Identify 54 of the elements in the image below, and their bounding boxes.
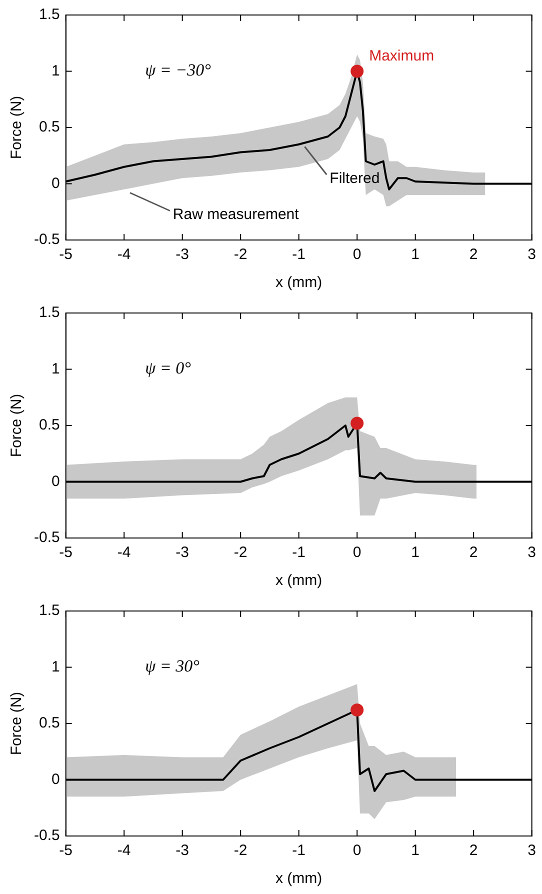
x-tick-label: -2 (234, 544, 248, 562)
annotation: Raw measurement (172, 206, 300, 223)
y-tick-label: 0.5 (38, 416, 60, 434)
y-tick-label: 0 (52, 174, 60, 192)
annotation: ψ = 30° (145, 656, 200, 676)
x-axis-title: x (mm) (276, 274, 322, 292)
x-tick-label: -5 (59, 544, 73, 562)
y-tick-label: 1.5 (38, 602, 60, 620)
x-tick-label: 2 (469, 246, 478, 264)
x-tick-label: 3 (528, 544, 536, 562)
y-tick-label: 1 (52, 360, 60, 378)
y-tick-label: -0.5 (34, 827, 60, 844)
y-tick-label: 0 (52, 472, 60, 490)
x-tick-label: 0 (352, 842, 362, 860)
x-tick-label: 1 (411, 246, 420, 264)
y-tick-label: -0.5 (34, 529, 60, 546)
y-tick-label: 1.5 (38, 304, 60, 322)
x-tick-label: -1 (292, 544, 306, 562)
y-tick-label: 0.5 (38, 714, 60, 732)
y-axis-title: Force (N) (8, 692, 26, 756)
y-tick-label: 0 (52, 770, 60, 788)
x-tick-label: -4 (117, 246, 131, 264)
series-label: Maximum (369, 47, 434, 64)
x-axis-title: x (mm) (276, 572, 322, 590)
y-tick-label: 1.5 (38, 6, 60, 24)
x-tick-label: -3 (176, 246, 190, 264)
y-tick-label: 1 (52, 62, 60, 80)
x-tick-label: -2 (234, 246, 248, 264)
y-tick-label: 0.5 (38, 118, 60, 136)
y-axis-title: Force (N) (8, 394, 26, 458)
annotation: ψ = 0° (145, 358, 192, 378)
x-tick-label: 2 (469, 842, 478, 860)
x-tick-label: -4 (117, 842, 131, 860)
x-tick-label: -1 (292, 842, 306, 860)
y-axis-title: Force (N) (8, 96, 26, 160)
x-tick-label: 1 (411, 842, 420, 860)
y-tick-label: 1 (52, 658, 60, 676)
y-tick-label: -0.5 (34, 231, 60, 248)
x-axis-title: x (mm) (276, 870, 322, 888)
x-tick-label: -4 (117, 544, 131, 562)
annotation: Filtered (330, 170, 380, 187)
x-tick-label: -5 (59, 842, 73, 860)
x-tick-label: 3 (528, 246, 536, 264)
x-tick-label: -5 (59, 246, 73, 264)
x-tick-label: -3 (176, 544, 190, 562)
annotation: ψ = −30° (145, 60, 212, 80)
x-tick-label: -2 (234, 842, 248, 860)
x-tick-label: -1 (292, 246, 306, 264)
x-tick-label: 3 (528, 842, 536, 860)
x-tick-label: 1 (411, 544, 420, 562)
x-tick-label: -3 (176, 842, 190, 860)
x-tick-label: 0 (352, 246, 362, 264)
x-tick-label: 0 (352, 544, 362, 562)
x-tick-label: 2 (469, 544, 478, 562)
